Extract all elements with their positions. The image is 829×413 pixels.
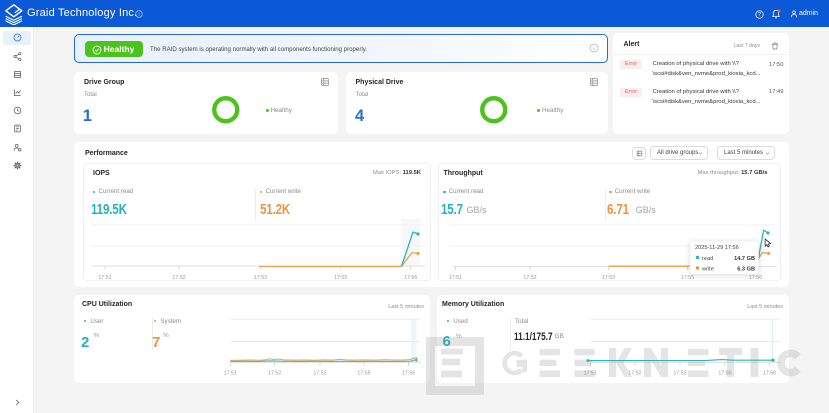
svg-text:17:55: 17:55 [357, 370, 370, 376]
svg-text:17:51: 17:51 [224, 370, 237, 376]
svg-text:write: write [701, 266, 714, 272]
svg-text:14.7 GB: 14.7 GB [734, 256, 755, 262]
svg-text:17:52: 17:52 [172, 274, 185, 280]
svg-text:17:56: 17:56 [748, 274, 761, 280]
svg-text:17:53: 17:53 [313, 370, 326, 376]
svg-text:17:56: 17:56 [402, 370, 415, 376]
svg-text:17:53: 17:53 [254, 274, 267, 280]
svg-text:17:55: 17:55 [680, 274, 693, 280]
svg-text:?: ? [758, 12, 761, 18]
svg-text:2025-11-29 17:56: 2025-11-29 17:56 [695, 244, 739, 250]
svg-text:17:56: 17:56 [404, 274, 417, 280]
svg-text:17:55: 17:55 [718, 370, 731, 376]
svg-text:17:56: 17:56 [763, 370, 776, 376]
svg-text:17:55: 17:55 [334, 274, 347, 280]
svg-text:17:51: 17:51 [98, 274, 111, 280]
svg-text:17:51: 17:51 [584, 370, 597, 376]
svg-text:17:52: 17:52 [523, 274, 536, 280]
svg-text:17:53: 17:53 [601, 274, 614, 280]
svg-text:i: i [138, 12, 139, 18]
svg-text:17:51: 17:51 [448, 274, 461, 280]
svg-text:17:52: 17:52 [268, 370, 281, 376]
svg-text:read: read [702, 256, 713, 262]
svg-text:17:52: 17:52 [628, 370, 641, 376]
svg-text:6.3 GB: 6.3 GB [737, 266, 755, 272]
svg-text:17:53: 17:53 [673, 370, 686, 376]
